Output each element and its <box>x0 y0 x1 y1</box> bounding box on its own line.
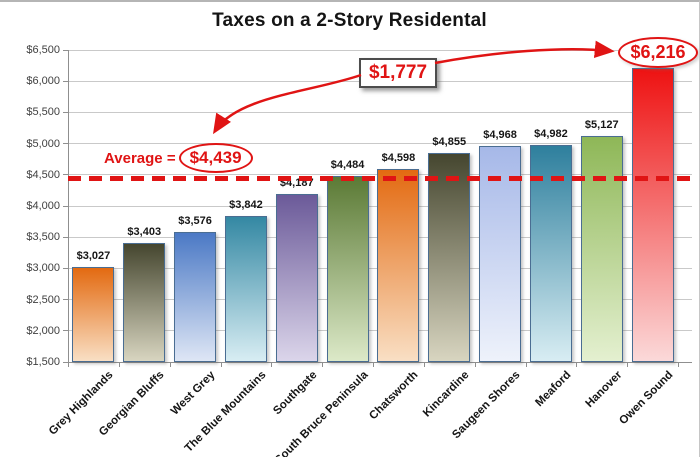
bar-value-label: $3,576 <box>178 215 212 228</box>
y-axis-tick-label: $5,000 <box>26 137 60 150</box>
y-axis-tick-label: $6,500 <box>26 44 60 56</box>
average-callout-label: Average = <box>104 149 176 167</box>
y-tick <box>63 80 68 82</box>
x-tick <box>627 362 629 367</box>
y-tick <box>63 174 68 176</box>
y-axis-tick-label: $3,500 <box>26 231 60 244</box>
average-value-oval: $4,439 <box>178 143 253 173</box>
y-axis-tick-label: $4,500 <box>26 168 60 181</box>
bar-value-label: $3,027 <box>76 249 111 262</box>
bar <box>123 243 166 362</box>
y-axis-tick-label: $6,000 <box>26 75 60 88</box>
bar <box>72 266 115 362</box>
arrow-to-max <box>434 40 615 65</box>
x-tick <box>220 362 222 367</box>
bar-value-label: $4,855 <box>432 135 467 148</box>
y-tick <box>63 205 68 207</box>
chart-title: Taxes on a 2-Story Residental <box>212 10 487 31</box>
y-axis-tick-label: $1,500 <box>26 356 60 368</box>
max-value-oval: $6,216 <box>618 37 698 68</box>
y-tick <box>63 361 68 363</box>
bar-value-label: $4,484 <box>330 158 365 171</box>
y-tick <box>63 143 68 145</box>
difference-box: $1,777 <box>359 58 437 88</box>
y-tick <box>63 49 68 51</box>
x-tick <box>525 362 527 367</box>
bar <box>428 152 471 362</box>
arrow-to-average <box>212 73 362 135</box>
x-tick <box>373 362 374 367</box>
y-axis-tick-label: $5,500 <box>26 106 60 119</box>
average-callout: Average = $4,439 <box>104 142 253 174</box>
y-tick <box>63 111 68 113</box>
bar <box>479 145 522 362</box>
y-tick <box>63 236 68 238</box>
gridline <box>68 111 692 113</box>
y-tick <box>63 267 68 269</box>
bar <box>326 175 369 362</box>
gridline <box>68 143 692 145</box>
x-tick <box>423 362 425 367</box>
bar-value-label: $4,968 <box>483 128 517 141</box>
y-tick <box>63 299 68 301</box>
bar <box>174 232 217 362</box>
x-tick <box>271 362 273 367</box>
bar <box>377 168 420 362</box>
y-axis-tick-label: $4,000 <box>26 200 60 212</box>
y-axis <box>68 50 69 362</box>
x-tick <box>576 362 578 367</box>
x-tick <box>678 362 679 367</box>
bar <box>631 67 674 362</box>
bar-value-label: $4,982 <box>534 127 568 140</box>
x-tick <box>474 362 476 367</box>
average-line <box>68 176 692 182</box>
x-tick <box>322 362 324 367</box>
bar <box>224 215 267 362</box>
x-tick <box>169 362 171 367</box>
bar-value-label: $3,842 <box>229 198 263 211</box>
bar <box>580 135 623 362</box>
y-tick <box>63 330 68 332</box>
bar-value-label: $5,127 <box>584 118 619 131</box>
bar-value-label: $4,598 <box>381 151 416 164</box>
y-axis-tick-label: $3,000 <box>26 262 60 275</box>
gridline <box>68 361 692 363</box>
x-tick <box>118 362 120 367</box>
y-axis-tick-label: $2,000 <box>26 324 60 337</box>
bar <box>275 194 318 362</box>
bar-value-label: $3,403 <box>127 226 162 239</box>
y-axis-tick-label: $2,500 <box>26 293 60 306</box>
gridline <box>68 49 692 51</box>
x-tick <box>68 362 69 367</box>
